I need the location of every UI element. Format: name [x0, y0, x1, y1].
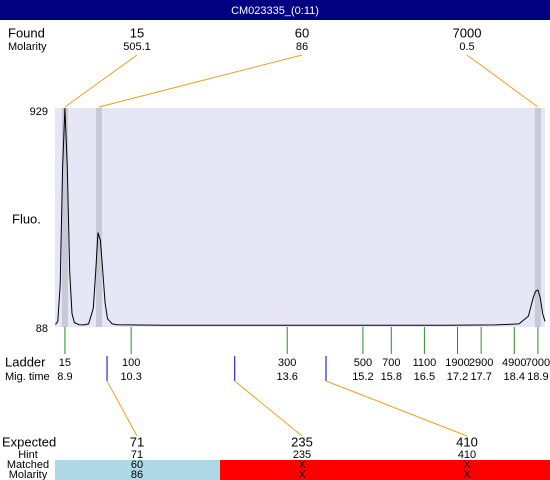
ladder-size: 500 [354, 357, 372, 369]
found-molarity: 505.1 [123, 41, 151, 53]
hint-value: 71 [131, 449, 143, 461]
y-tick-label: 929 [30, 106, 48, 118]
found-size: 7000 [453, 25, 482, 40]
expected-connector [234, 380, 303, 437]
ladder-size: 700 [382, 357, 400, 369]
match-status [55, 460, 220, 480]
fluorescence-trace [55, 107, 546, 326]
ladder-time: 18.4 [504, 371, 525, 383]
matched-molarity: 86 [131, 469, 143, 480]
found-label: Found [8, 25, 45, 40]
match-status [220, 460, 385, 480]
found-size: 15 [130, 25, 144, 40]
ladder-time: 16.5 [414, 371, 435, 383]
ladder-label: Ladder [5, 354, 46, 369]
found-molarity-label: Molarity [8, 41, 47, 53]
ladder-size: 7000 [526, 357, 550, 369]
found-connector [466, 54, 539, 108]
ladder-size: 1900 [445, 357, 469, 369]
peak-band [534, 108, 541, 327]
found-molarity: 86 [296, 41, 308, 53]
matched-value: 60 [131, 459, 143, 471]
matched-molarity: X [463, 469, 471, 480]
ladder-time: 13.6 [277, 371, 298, 383]
ladder-size: 2900 [469, 357, 493, 369]
expected-size: 235 [291, 434, 313, 449]
ladder-size: 1100 [413, 357, 437, 369]
ladder-time: 17.2 [447, 371, 468, 383]
matched-value: X [463, 459, 471, 471]
found-molarity: 0.5 [459, 41, 474, 53]
expected-size: 71 [130, 434, 144, 449]
ladder-size: 4900 [502, 357, 526, 369]
matched-molarity: X [298, 469, 306, 480]
y-tick-label: 88 [36, 323, 48, 335]
ladder-time: 15.8 [381, 371, 402, 383]
hint-value: 410 [458, 449, 476, 461]
y-axis-label: Fluo. [12, 211, 41, 226]
title-bar [0, 0, 550, 20]
window-title: CM023335_(0:11) [231, 5, 319, 17]
ladder-size: 100 [122, 357, 140, 369]
ladder-time: 17.7 [470, 371, 491, 383]
ladder-time: 8.9 [57, 371, 72, 383]
matched-label: Matched [7, 459, 49, 471]
found-connector [98, 54, 303, 108]
peak-band [95, 108, 102, 327]
expected-connector [325, 380, 468, 437]
ladder-size: 300 [278, 357, 296, 369]
expected-label: Expected [2, 434, 56, 449]
ladder-size: 15 [59, 357, 71, 369]
expected-molarity-label: Molarity [9, 469, 48, 480]
match-status [385, 460, 550, 480]
peak-band [61, 108, 68, 327]
ladder-time: 18.9 [527, 371, 548, 383]
plot-area [55, 108, 545, 327]
ladder-time: 15.2 [352, 371, 373, 383]
matched-value: X [298, 459, 306, 471]
mig-time-label: Mig. time [5, 371, 50, 383]
found-connector [64, 54, 138, 108]
hint-value: 235 [293, 449, 311, 461]
expected-connector [106, 380, 138, 437]
found-size: 60 [295, 25, 309, 40]
expected-size: 410 [456, 434, 478, 449]
ladder-time: 10.3 [120, 371, 141, 383]
hint-label: Hint [18, 449, 38, 461]
